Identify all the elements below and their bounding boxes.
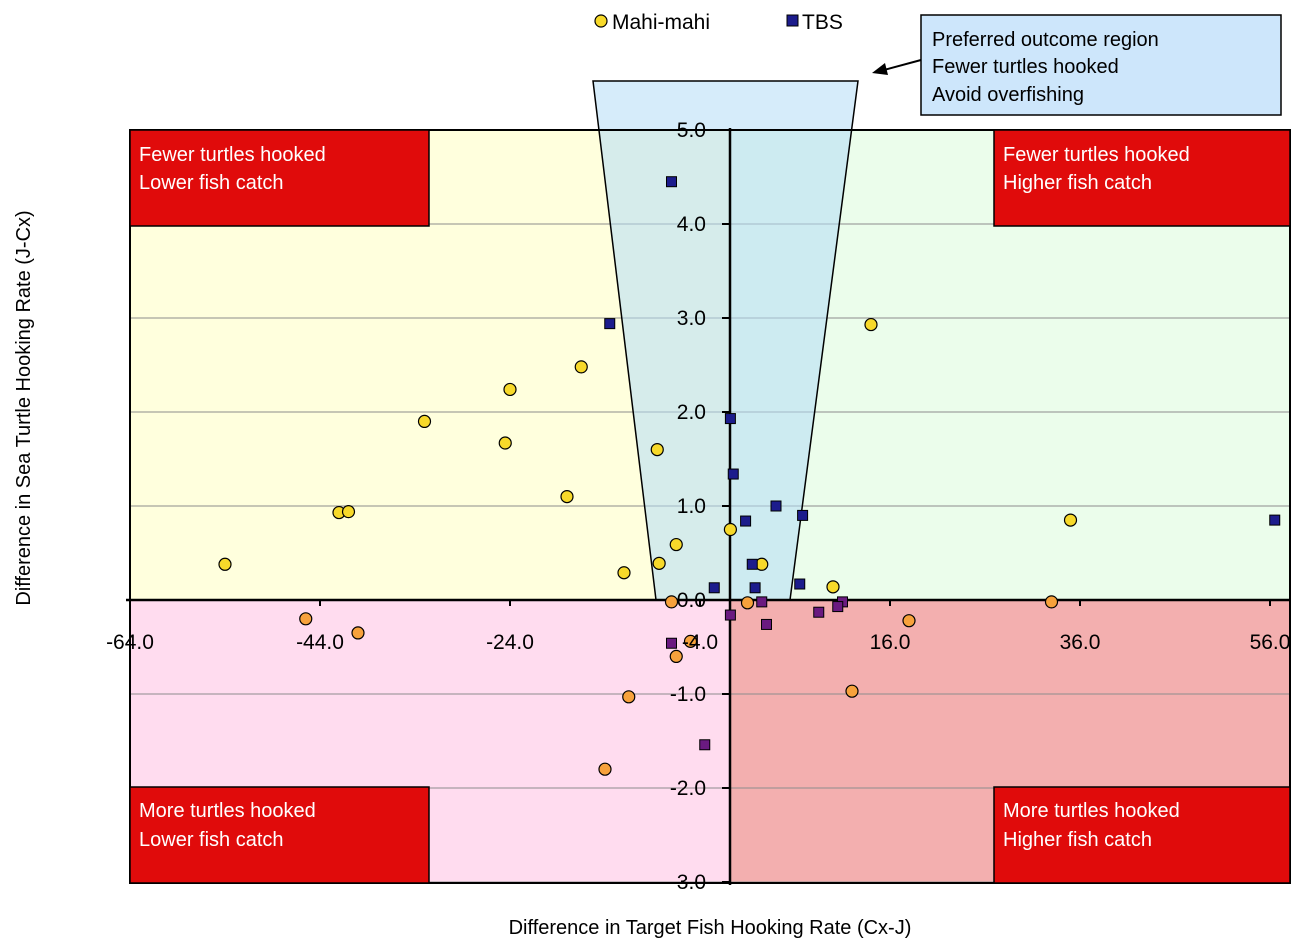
mahi-mahi-point	[417, 414, 432, 428]
mahi-mahi-point	[723, 522, 738, 537]
y-tick-labels: 5.0 4.0 3.0 2.0 1.0 0.0 -1.0 -2.0 -3.0	[670, 119, 706, 894]
mahi-mahi-point	[503, 382, 517, 397]
label-lower-left-line1: More turtles hooked	[139, 800, 316, 822]
tbs-point	[761, 618, 772, 630]
y-tick-label: 0.0	[677, 589, 706, 612]
mahi-mahi-point	[652, 556, 666, 570]
tbs-point	[1269, 514, 1281, 526]
mahi-mahi-point	[574, 360, 588, 374]
legend-mahi-marker	[594, 14, 608, 28]
tbs-point	[666, 176, 677, 188]
tbs-point	[727, 468, 739, 480]
mahi-mahi-point	[826, 580, 840, 594]
tbs-point	[724, 609, 736, 621]
tbs-point	[756, 596, 768, 608]
label-upper-left-line2: Lower fish catch	[139, 172, 284, 194]
y-tick-label: -3.0	[670, 871, 706, 894]
tbs-point	[794, 578, 806, 590]
legend-tbs-marker	[786, 14, 799, 27]
legend-mahi-label: Mahi-mahi	[612, 11, 710, 34]
x-tick-label: -64.0	[106, 631, 154, 654]
callout-line1: Preferred outcome region	[932, 29, 1159, 51]
callout-line2: Fewer turtles hooked	[932, 56, 1119, 78]
mahi-mahi-point	[351, 626, 365, 640]
tbs-point	[708, 582, 720, 594]
label-lower-left-line2: Lower fish catch	[139, 829, 284, 851]
mahi-mahi-point	[740, 596, 755, 610]
label-box-upper-right: Fewer turtles hooked Higher fish catch	[993, 129, 1291, 227]
label-upper-right-line1: Fewer turtles hooked	[1003, 144, 1190, 166]
preferred-region-callout: Preferred outcome region Fewer turtles h…	[872, 14, 1282, 116]
mahi-mahi-point	[1063, 513, 1078, 527]
mahi-mahi-point	[664, 595, 679, 609]
y-tick-label: 3.0	[677, 307, 706, 330]
tbs-point	[746, 558, 758, 570]
tbs-point	[604, 318, 616, 330]
legend-tbs-label: TBS	[802, 11, 843, 34]
tbs-point	[749, 582, 761, 594]
tbs-point	[832, 601, 844, 613]
y-tick-label: 1.0	[677, 495, 706, 518]
x-tick-labels: -64.0 -44.0 -24.0 -4.0 16.0 36.0 56.0	[106, 631, 1290, 654]
label-lower-right-line2: Higher fish catch	[1003, 829, 1152, 851]
mahi-mahi-point	[560, 490, 574, 504]
y-tick-label: -2.0	[670, 777, 706, 800]
y-axis-title: Difference in Sea Turtle Hooking Rate (J…	[13, 210, 35, 605]
x-tick-label: 16.0	[870, 631, 911, 654]
mahi-mahi-point	[683, 634, 698, 648]
mahi-mahi-point	[650, 443, 664, 457]
tbs-point	[699, 739, 711, 751]
y-tick-label: 4.0	[677, 213, 706, 236]
label-upper-left-line1: Fewer turtles hooked	[139, 144, 326, 166]
plot-border	[129, 129, 1291, 884]
tbs-point	[724, 413, 736, 425]
mahi-mahi-point	[1044, 595, 1059, 609]
y-tick-label: -1.0	[670, 683, 706, 706]
label-box-lower-right: More turtles hooked Higher fish catch	[993, 786, 1291, 884]
y-tick-label: 2.0	[677, 401, 706, 424]
mahi-mahi-point	[669, 537, 683, 552]
mahi-mahi-point	[864, 317, 878, 332]
mahi-mahi-point	[498, 436, 512, 450]
x-tick-label: 36.0	[1060, 631, 1101, 654]
callout-arrowhead	[872, 63, 888, 75]
x-tick-label: -44.0	[296, 631, 344, 654]
callout-arrow	[883, 59, 922, 71]
x-tick-label: -24.0	[486, 631, 534, 654]
tbs-point	[797, 509, 809, 521]
mahi-mahi-point	[218, 557, 232, 571]
x-axis-title: Difference in Target Fish Hooking Rate (…	[509, 917, 912, 939]
label-upper-right-line2: Higher fish catch	[1003, 172, 1152, 194]
data-points	[218, 176, 1281, 776]
mahi-mahi-point	[598, 762, 612, 776]
tbs-point	[666, 637, 677, 649]
label-box-lower-left: More turtles hooked Lower fish catch	[129, 786, 430, 884]
mahi-mahi-point	[902, 614, 916, 628]
x-tick-label: -4.0	[682, 631, 718, 654]
y-tick-label: 5.0	[677, 119, 706, 142]
mahi-mahi-point	[845, 684, 859, 698]
label-box-upper-left: Fewer turtles hooked Lower fish catch	[129, 129, 430, 227]
tbs-point	[770, 500, 782, 512]
mahi-mahi-point	[669, 649, 683, 664]
callout-line3: Avoid overfishing	[932, 84, 1084, 106]
mahi-mahi-point	[299, 612, 313, 626]
mahi-mahi-point	[622, 690, 636, 704]
legend: Mahi-mahi TBS	[594, 11, 843, 34]
tbs-point	[813, 606, 825, 618]
label-lower-right-line1: More turtles hooked	[1003, 800, 1180, 822]
tbs-point	[740, 515, 752, 527]
x-tick-label: 56.0	[1250, 631, 1291, 654]
mahi-mahi-point	[617, 566, 631, 580]
mahi-mahi-point	[341, 505, 356, 519]
